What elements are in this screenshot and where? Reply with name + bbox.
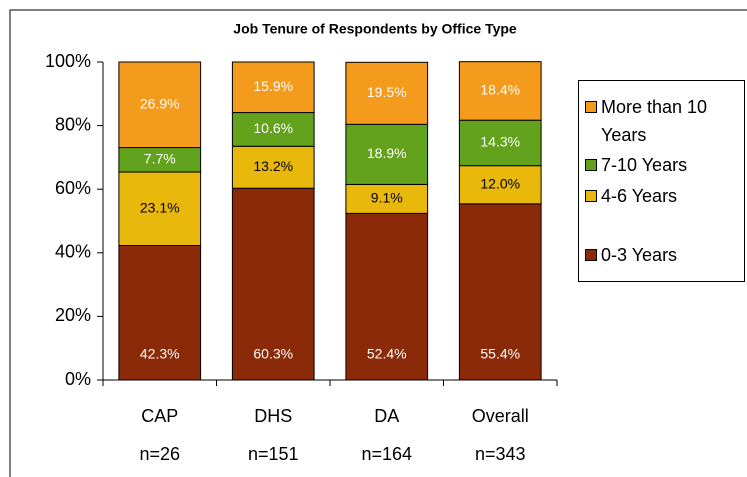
x-tick-label: Overall xyxy=(472,406,529,426)
data-label: 18.9% xyxy=(367,145,407,161)
data-label: 19.5% xyxy=(367,84,407,100)
data-label: 15.9% xyxy=(253,78,293,94)
y-tick-label: 20% xyxy=(55,305,91,325)
bar-segment xyxy=(345,212,429,381)
data-label: 26.9% xyxy=(140,95,180,111)
legend-item: 4-6 Years xyxy=(585,182,743,210)
legend-label: More than 10 Years xyxy=(601,97,708,145)
bar-segment xyxy=(118,244,202,381)
legend-label: 0-3 Years xyxy=(601,245,678,265)
bar-segment xyxy=(345,183,429,214)
data-label: 7.7% xyxy=(144,150,176,166)
y-tick-label: 40% xyxy=(55,242,91,262)
x-tick-count: n=164 xyxy=(361,444,412,464)
legend-item: 0-3 Years xyxy=(585,241,743,269)
bar-segment xyxy=(118,147,202,173)
data-label: 18.4% xyxy=(480,82,520,98)
bar-segment xyxy=(118,171,202,246)
bar-segment xyxy=(458,203,542,381)
legend-swatch xyxy=(585,159,597,171)
y-tick-label: 0% xyxy=(65,369,91,389)
legend-label: 4-6 Years xyxy=(601,186,678,206)
data-label: 42.3% xyxy=(140,346,180,362)
legend-swatch xyxy=(585,190,597,202)
data-label: 55.4% xyxy=(480,346,520,362)
bar-segment xyxy=(345,61,429,125)
legend-item: More than 10 Years xyxy=(585,93,743,149)
data-label: 13.2% xyxy=(253,158,293,174)
x-tick-count: n=343 xyxy=(475,444,526,464)
bar-segment xyxy=(458,119,542,167)
data-label: 14.3% xyxy=(480,134,520,150)
x-tick-label: CAP xyxy=(141,406,178,426)
bar-segment xyxy=(231,61,315,114)
x-tick-label: DHS xyxy=(254,406,292,426)
x-tick-count: n=26 xyxy=(139,444,180,464)
bar-segment xyxy=(231,112,315,147)
y-tick-label: 60% xyxy=(55,178,91,198)
bar-segment xyxy=(458,61,542,121)
legend: More than 10 Years 7-10 Years 4-6 Years 0-3… xyxy=(578,80,745,282)
data-label: 12.0% xyxy=(480,175,520,191)
data-label: 9.1% xyxy=(371,190,403,206)
data-label: 10.6% xyxy=(253,120,293,136)
bar-segment xyxy=(345,123,429,185)
y-tick-label: 80% xyxy=(55,114,91,134)
data-label: 52.4% xyxy=(367,346,407,362)
legend-swatch xyxy=(585,101,597,113)
legend-swatch xyxy=(585,249,597,261)
bar-segment xyxy=(231,187,315,381)
y-tick-label: 100% xyxy=(45,51,91,71)
bar-segment xyxy=(118,61,202,149)
data-label: 23.1% xyxy=(140,199,180,215)
legend-item: 7-10 Years xyxy=(585,151,743,179)
chart-title: Job Tenure of Respondents by Office Type xyxy=(233,21,517,37)
data-label: 60.3% xyxy=(253,346,293,362)
legend-label: 7-10 Years xyxy=(601,155,688,175)
x-tick-count: n=151 xyxy=(248,444,299,464)
bar-segment xyxy=(231,145,315,189)
x-tick-label: DA xyxy=(374,406,399,426)
